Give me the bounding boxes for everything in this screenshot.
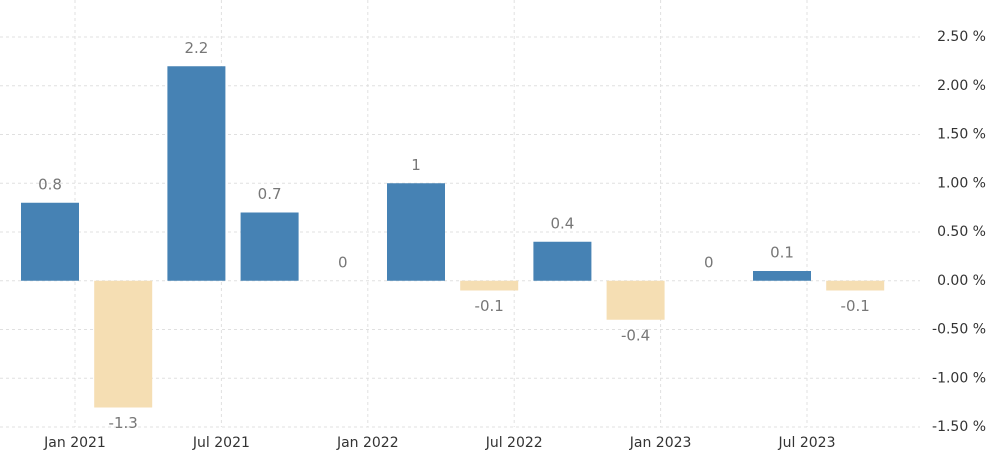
value-label: 0 [338,253,348,271]
value-label: 0.1 [770,244,794,262]
x-tick-label: Jan 2023 [629,435,692,451]
x-tick-label: Jan 2021 [43,435,106,451]
bar [606,280,665,320]
value-label: 1 [411,156,421,174]
y-tick-label: 1.00 % [937,175,986,191]
y-tick-label: 1.50 % [937,127,986,143]
value-label: 0.8 [38,175,62,193]
bar [21,202,79,281]
y-tick-label: 0.00 % [937,273,986,289]
bar [533,241,592,281]
value-label: -0.1 [841,297,870,315]
bar [167,66,226,281]
value-label: 0.4 [550,214,574,232]
value-label: 0 [704,253,714,271]
value-label: -1.3 [109,414,138,432]
value-label: -0.1 [475,297,504,315]
x-tick-label: Jul 2022 [485,435,543,451]
y-tick-label: -1.00 % [932,370,986,386]
x-tick-label: Jul 2021 [192,435,250,451]
y-tick-label: 2.50 % [937,29,986,45]
x-tick-label: Jul 2023 [778,435,836,451]
x-tick-label: Jan 2022 [336,435,399,451]
y-tick-label: 2.00 % [937,78,986,94]
value-label: 0.7 [258,185,282,203]
y-tick-label: -1.50 % [932,419,986,435]
value-label: 2.2 [184,39,208,57]
value-label: -0.4 [621,326,650,344]
bar [753,271,811,281]
y-tick-label: 0.50 % [937,224,986,240]
bar [94,280,153,408]
bar [460,280,519,291]
bar [240,212,299,281]
bar [826,280,885,291]
bar [387,183,445,281]
y-tick-label: -0.50 % [932,322,986,338]
